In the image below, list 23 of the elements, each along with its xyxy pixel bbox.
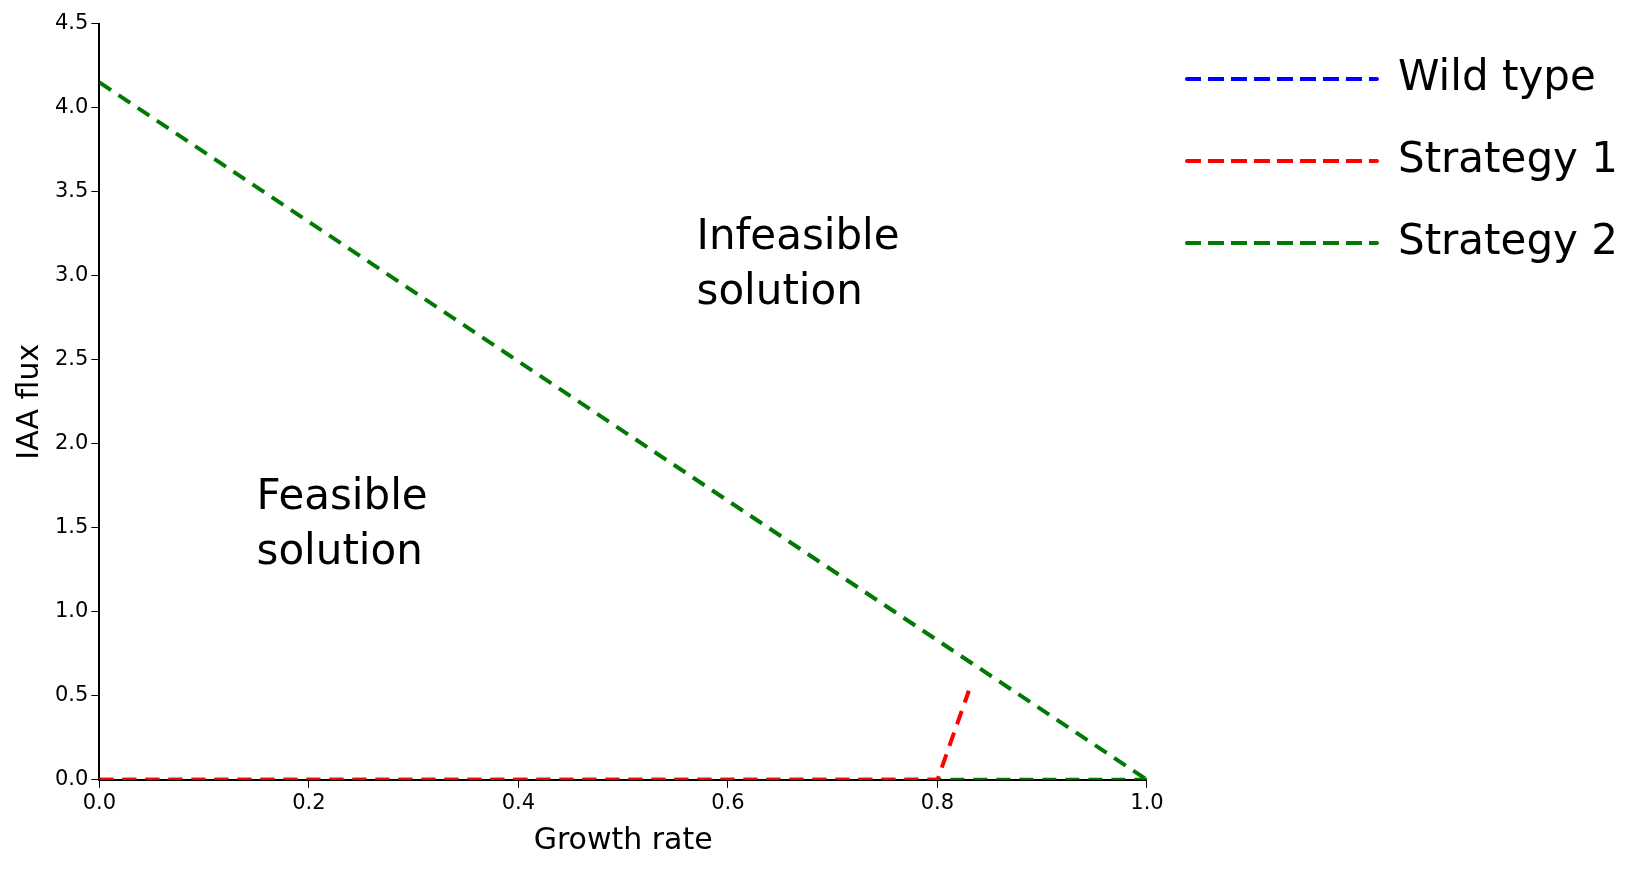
y-tick-label: 4.5 — [54, 10, 89, 35]
x-tick-label: 0.8 — [920, 789, 955, 814]
y-tick-label: 1.0 — [54, 598, 89, 623]
y-tick-label: 2.5 — [54, 346, 89, 371]
legend-label: Strategy 2 — [1397, 214, 1618, 264]
legend-label: Wild type — [1397, 50, 1596, 100]
y-tick-label: 0.0 — [54, 766, 89, 791]
y-tick-label: 3.5 — [54, 178, 89, 203]
x-axis-title: Growth rate — [533, 820, 713, 856]
x-tick-label: 0.4 — [501, 789, 536, 814]
y-tick-label: 3.0 — [54, 262, 89, 287]
annotation: Infeasible solution — [696, 209, 900, 314]
y-tick-label: 2.0 — [54, 430, 89, 455]
y-tick-label: 4.0 — [54, 94, 89, 119]
y-axis-title: IAA flux — [9, 343, 45, 460]
legend-label: Strategy 1 — [1397, 132, 1618, 182]
y-tick-label: 0.5 — [54, 682, 89, 707]
y-tick-label: 1.5 — [54, 514, 89, 539]
x-tick-label: 0.2 — [292, 789, 326, 814]
x-tick-label: 0.0 — [82, 789, 117, 814]
annotation: Feasible solution — [256, 470, 428, 575]
x-tick-label: 0.6 — [711, 789, 745, 814]
x-tick-label: 1.0 — [1130, 789, 1164, 814]
